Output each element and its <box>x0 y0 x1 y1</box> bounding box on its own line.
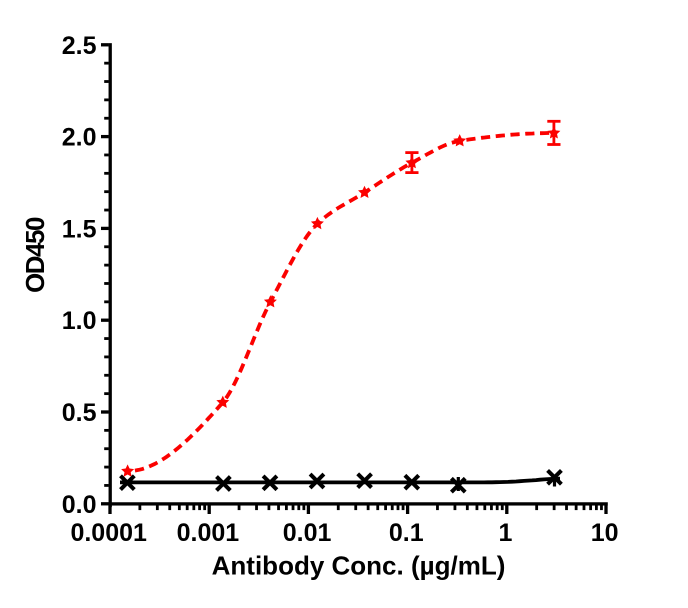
svg-text:Antibody Conc. (µg/mL): Antibody Conc. (µg/mL) <box>212 551 506 581</box>
svg-text:10: 10 <box>591 519 619 547</box>
svg-text:2.5: 2.5 <box>62 32 97 60</box>
svg-text:1.5: 1.5 <box>62 215 97 243</box>
svg-text:0.1: 0.1 <box>389 519 424 547</box>
svg-text:OD450: OD450 <box>20 217 50 293</box>
svg-text:2.0: 2.0 <box>62 124 97 152</box>
svg-text:0.5: 0.5 <box>62 399 97 427</box>
svg-text:0.0001: 0.0001 <box>70 519 147 547</box>
svg-text:0.01: 0.01 <box>283 519 332 547</box>
svg-text:0.0: 0.0 <box>62 491 97 519</box>
svg-text:1: 1 <box>499 519 513 547</box>
svg-text:1.0: 1.0 <box>62 307 97 335</box>
svg-text:0.001: 0.001 <box>177 519 240 547</box>
